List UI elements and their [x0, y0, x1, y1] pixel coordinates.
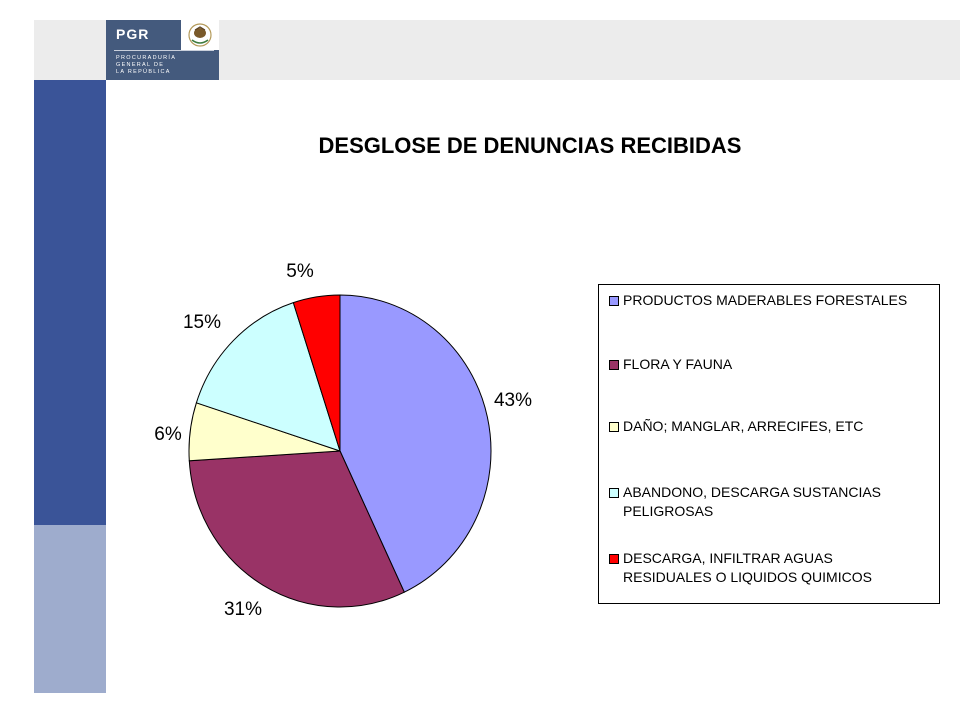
logo-divider: [114, 50, 214, 51]
legend-label: PRODUCTOS MADERABLES FORESTALES: [623, 292, 908, 308]
logo-text: PGR: [116, 26, 150, 42]
pie-slice-data-label: 43%: [494, 390, 532, 411]
sidebar-band-dark: [34, 80, 106, 525]
chart-legend: PRODUCTOS MADERABLES FORESTALES FLORA Y F…: [598, 284, 940, 604]
legend-swatch: [609, 360, 619, 370]
pie-slice: [195, 301, 341, 452]
pie-slice: [188, 450, 405, 608]
pie-slice-data-label: 31%: [224, 599, 262, 620]
legend-swatch: [609, 422, 619, 432]
pgr-logo: PGR PROCURADURÍA GENERAL DE LA REPÚBLICA: [106, 20, 219, 80]
legend-swatch: [609, 488, 619, 498]
legend-swatch: [609, 296, 619, 306]
pie-slice: [292, 294, 341, 452]
legend-label: DAÑO; MANGLAR, ARRECIFES, ETC: [623, 418, 864, 434]
legend-label: FLORA Y FAUNA: [623, 356, 733, 372]
pie-slice-data-label: 5%: [286, 261, 314, 282]
sidebar-band-light: [34, 525, 106, 693]
pie-slice-data-label: 15%: [183, 312, 221, 333]
mexican-eagle-emblem-icon: [181, 20, 219, 50]
pie-slice: [339, 294, 492, 593]
pie-slice-data-label: 6%: [154, 424, 182, 445]
logo-subtitle: PROCURADURÍA GENERAL DE LA REPÚBLICA: [116, 55, 177, 75]
legend-label: DESCARGA, INFILTRAR AGUAS RESIDUALES O L…: [623, 550, 872, 585]
legend-label: ABANDONO, DESCARGA SUSTANCIAS PELIGROSAS: [623, 484, 882, 519]
legend-swatch: [609, 554, 619, 564]
chart-title: DESGLOSE DE DENUNCIAS RECIBIDAS: [318, 133, 742, 158]
